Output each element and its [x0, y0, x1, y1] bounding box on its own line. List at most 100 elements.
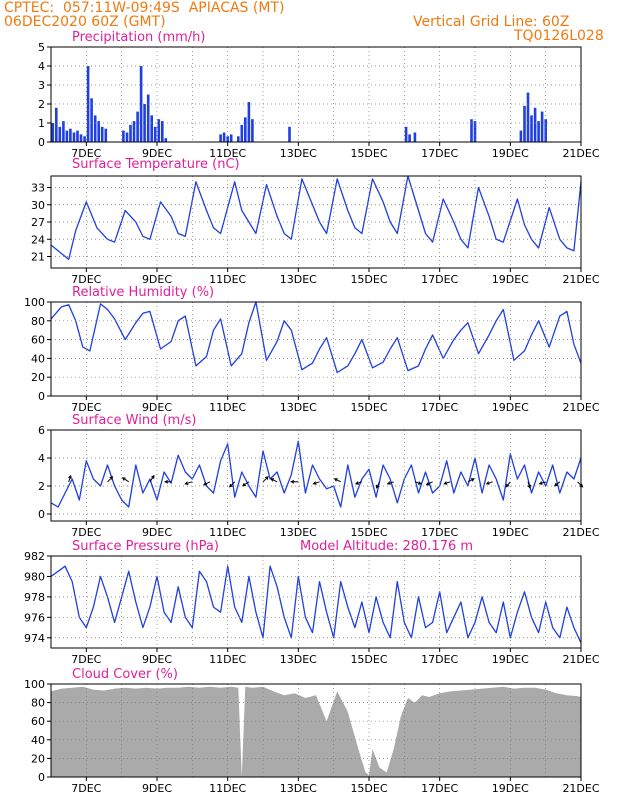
- precip-bar: [164, 138, 168, 142]
- wind-arrow-head: [470, 478, 475, 482]
- x-tick-label: 15DEC: [350, 401, 387, 414]
- y-tick-label: 2: [38, 98, 45, 111]
- precip-bar: [153, 126, 157, 142]
- precip-bar: [100, 126, 104, 142]
- precip-bar: [72, 132, 76, 142]
- y-tick-label: 60: [31, 334, 45, 347]
- precip-bar: [247, 102, 251, 142]
- x-tick-label: 15DEC: [350, 653, 387, 666]
- x-tick-label: 7DEC: [71, 653, 101, 666]
- x-tick-label: 19DEC: [492, 526, 529, 539]
- cloud-cover-area: [51, 686, 581, 777]
- x-tick-label: 15DEC: [350, 147, 387, 160]
- wind-arrow-head: [579, 483, 584, 488]
- wind-arrow-head: [505, 483, 510, 488]
- precip-bar: [540, 111, 544, 142]
- wind-arrow-head: [264, 476, 269, 480]
- y-tick-label: 80: [31, 315, 45, 328]
- y-tick-label: 6: [38, 424, 45, 437]
- wind-arrow-head: [312, 481, 317, 485]
- wind-arrow-head: [121, 477, 126, 481]
- panel-3-frame: [50, 301, 582, 397]
- x-tick-label: 19DEC: [492, 401, 529, 414]
- wind-arrow-head: [290, 479, 295, 484]
- x-tick-label: 11DEC: [209, 147, 246, 160]
- precip-bar: [86, 66, 90, 142]
- y-tick-label: 100: [24, 296, 45, 309]
- wind-arrow: [270, 478, 278, 483]
- header-model-code: TQ0126L028: [514, 28, 604, 44]
- y-tick-label: 0: [38, 771, 45, 784]
- precip-bar: [139, 66, 143, 142]
- panel-5-title: Surface Pressure (hPa): [72, 539, 219, 554]
- x-tick-label: 9DEC: [142, 147, 172, 160]
- x-tick-label: 7DEC: [71, 147, 101, 160]
- header-grid-line: Vertical Grid Line: 60Z: [413, 14, 570, 30]
- precip-bar: [544, 119, 547, 142]
- wind-arrow-head: [485, 481, 490, 485]
- precip-bar: [69, 128, 72, 142]
- precip-bar: [251, 119, 254, 142]
- x-tick-label: 21DEC: [562, 273, 599, 286]
- y-tick-label: 80: [31, 697, 45, 710]
- wind-arrow-head: [527, 484, 531, 489]
- precip-bar: [136, 111, 139, 142]
- wind-arrow-head: [386, 481, 391, 485]
- wind-arrow: [149, 475, 155, 483]
- y-tick-label: 5: [38, 41, 45, 54]
- y-tick-label: 40: [31, 734, 45, 747]
- x-tick-label: 9DEC: [142, 526, 172, 539]
- x-tick-label: 11DEC: [209, 526, 246, 539]
- x-tick-label: 21DEC: [562, 401, 599, 414]
- wind-arrow-head: [443, 481, 448, 485]
- y-tick-label: 30: [31, 199, 45, 212]
- x-tick-label: 7DEC: [71, 782, 101, 795]
- precip-bar: [90, 98, 93, 142]
- wind-arrow: [203, 481, 211, 486]
- precip-bar: [413, 132, 417, 142]
- y-tick-label: 0: [38, 508, 45, 521]
- wind-arrow: [554, 481, 561, 487]
- model-altitude-label: Model Altitude: 280.176 m: [300, 539, 473, 554]
- x-tick-label: 19DEC: [492, 653, 529, 666]
- wind-arrow-head: [242, 482, 246, 487]
- y-tick-label: 978: [24, 591, 45, 604]
- panel-2-title: Surface Temperature (nC): [72, 157, 240, 172]
- y-tick-label: 100: [24, 678, 45, 691]
- wind-arrow-head: [184, 481, 189, 485]
- x-tick-label: 17DEC: [421, 401, 458, 414]
- x-tick-label: 21DEC: [562, 653, 599, 666]
- precip-bar: [97, 121, 100, 142]
- wind-arrow-head: [376, 484, 380, 489]
- precip-bar: [470, 119, 473, 142]
- wind-arrow-head: [425, 482, 430, 486]
- y-tick-label: 4: [38, 452, 45, 465]
- y-tick-label: 40: [31, 352, 45, 365]
- x-tick-label: 7DEC: [71, 273, 101, 286]
- precip-bar: [222, 132, 226, 142]
- x-tick-label: 17DEC: [421, 147, 458, 160]
- precip-bar: [404, 126, 408, 142]
- wind-arrow: [426, 481, 433, 486]
- wind-arrow-head: [270, 478, 275, 482]
- x-tick-label: 17DEC: [421, 526, 458, 539]
- x-tick-label: 7DEC: [71, 401, 101, 414]
- x-tick-label: 9DEC: [142, 653, 172, 666]
- precip-bar: [79, 134, 83, 142]
- series-line-2: [50, 175, 582, 261]
- y-tick-label: 974: [24, 632, 45, 645]
- precip-bar: [146, 94, 150, 142]
- y-tick-label: 60: [31, 715, 45, 728]
- precip-bar: [537, 121, 540, 142]
- y-tick-label: 2: [38, 480, 45, 493]
- wind-arrow-head: [151, 474, 155, 479]
- panel-4-frame: [50, 429, 582, 522]
- wind-arrow-head: [109, 476, 114, 480]
- panel-1-title: Precipitation (mm/h): [72, 30, 205, 45]
- header-station: CPTEC: 057:11W-09:49S APIACAS (MT): [4, 0, 285, 16]
- y-tick-label: 1: [38, 117, 45, 130]
- x-tick-label: 17DEC: [421, 782, 458, 795]
- panel-3-title: Relative Humidity (%): [72, 285, 214, 300]
- precip-bar: [288, 126, 291, 142]
